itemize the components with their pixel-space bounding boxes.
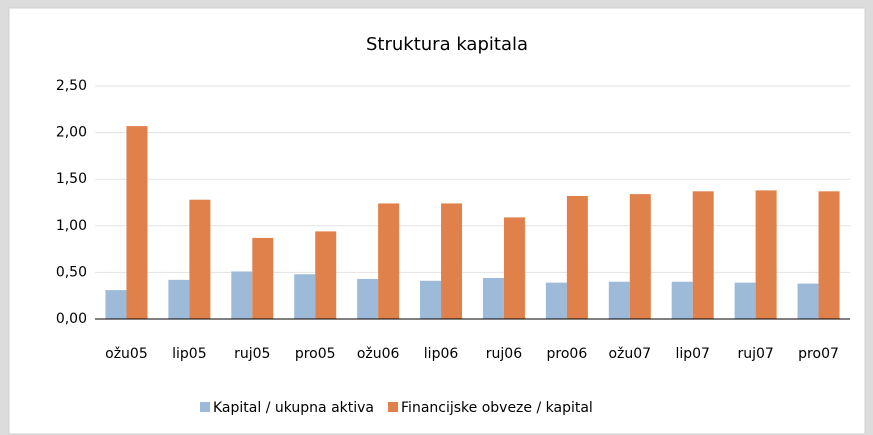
y-tick-label: 0,00	[56, 311, 87, 327]
legend-swatch	[388, 402, 399, 412]
x-tick-label: pro06	[547, 346, 588, 362]
x-tick-label: lip06	[424, 346, 459, 362]
y-tick-label: 2,50	[56, 78, 87, 94]
x-tick-label: ožu06	[357, 346, 400, 362]
bar	[608, 281, 630, 319]
bar	[797, 283, 819, 319]
y-tick-label: 0,50	[56, 264, 87, 280]
y-tick-label: 1,50	[56, 171, 87, 187]
bar	[671, 281, 693, 319]
bar	[818, 191, 840, 319]
bar	[252, 237, 274, 319]
bar	[692, 191, 714, 319]
chart-frame	[8, 7, 866, 435]
bar	[126, 126, 148, 320]
x-tick-label: ožu07	[608, 346, 651, 362]
bar	[168, 279, 190, 319]
bar	[294, 274, 316, 319]
x-tick-label: ožu05	[105, 346, 148, 362]
x-tick-label: pro05	[295, 346, 336, 362]
bar	[378, 203, 400, 319]
x-tick-label: lip07	[675, 346, 709, 362]
x-tick-label: lip05	[172, 346, 206, 362]
bar	[755, 190, 777, 319]
bar	[231, 271, 253, 319]
bar	[734, 282, 756, 319]
bar	[545, 282, 567, 319]
bar	[482, 277, 504, 319]
legend-label: Financijske obveze / kapital	[401, 400, 593, 416]
bar	[566, 195, 588, 319]
bar	[420, 280, 442, 319]
x-tick-label: pro07	[798, 346, 839, 362]
bar	[105, 290, 127, 319]
bar	[503, 217, 525, 319]
x-tick-label: ruj05	[234, 346, 270, 362]
y-tick-label: 1,00	[56, 218, 87, 234]
x-tick-label: ruj07	[737, 346, 773, 362]
bar	[315, 231, 337, 319]
y-tick-label: 2,00	[56, 125, 87, 141]
chart-title: Struktura kapitala	[366, 34, 528, 55]
bar	[189, 199, 211, 319]
x-tick-label: ruj06	[486, 346, 522, 362]
legend-label: Kapital / ukupna aktiva	[213, 400, 374, 416]
bar	[357, 278, 379, 319]
legend-swatch	[200, 402, 210, 412]
bar	[629, 194, 651, 319]
bar	[441, 203, 463, 319]
